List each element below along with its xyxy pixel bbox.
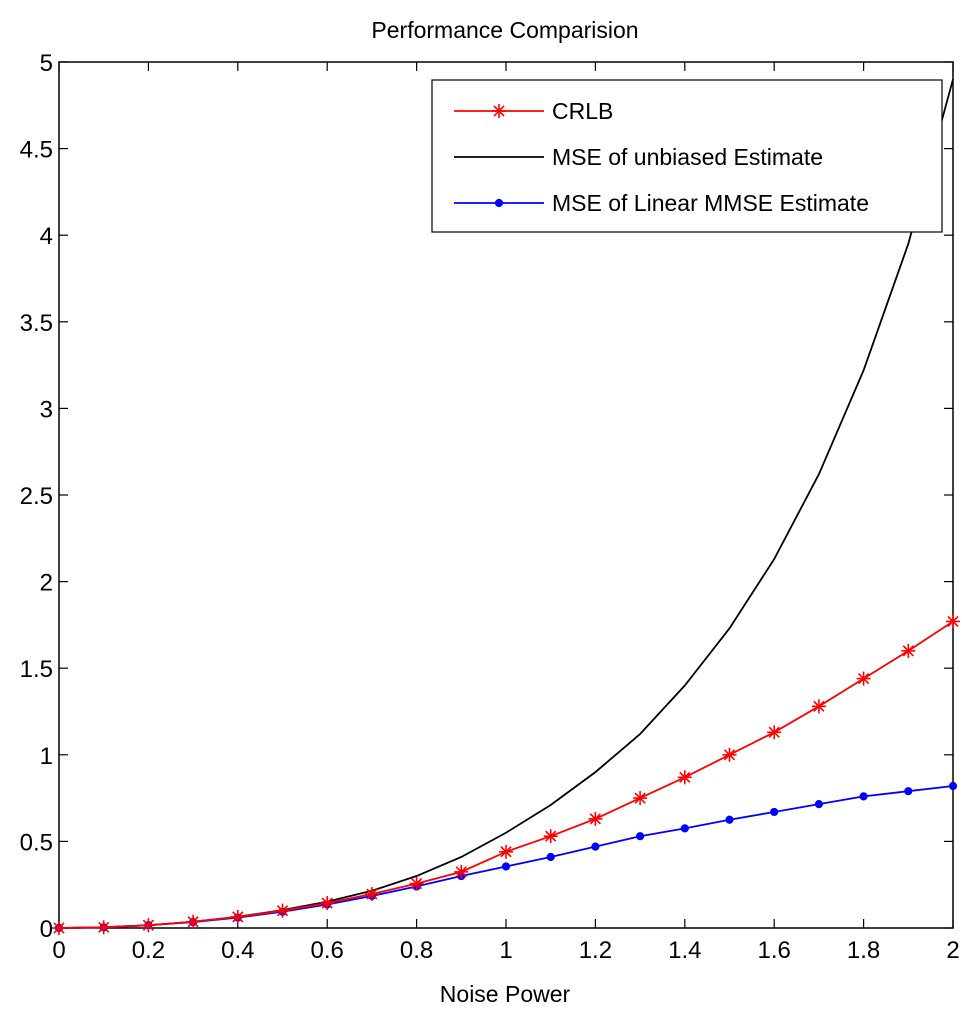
data-point-mse-of-linear-mmse-estimate	[501, 862, 511, 871]
x-tick-label: 0.6	[311, 937, 344, 964]
y-tick-label: 3	[40, 396, 53, 423]
y-tick-label: 1.5	[20, 656, 53, 683]
data-point-crlb	[901, 643, 916, 658]
data-point-mse-of-linear-mmse-estimate	[859, 792, 868, 801]
y-tick-label: 1	[40, 743, 53, 770]
x-tick-label: 1.6	[758, 937, 791, 964]
data-point-crlb	[946, 614, 960, 629]
data-point-mse-of-linear-mmse-estimate	[948, 781, 958, 791]
data-point-crlb	[186, 914, 201, 929]
data-point-crlb	[811, 699, 826, 714]
y-tick-label: 3.5	[20, 310, 53, 337]
x-tick-label: 0.8	[400, 937, 433, 964]
data-point-crlb	[96, 920, 111, 935]
legend-label: CRLB	[552, 98, 613, 124]
data-point-mse-of-linear-mmse-estimate	[725, 815, 734, 824]
data-point-crlb	[141, 918, 156, 933]
x-tick-label: 1.4	[668, 937, 701, 964]
x-tick-label: 0.4	[221, 937, 254, 964]
series-crlb	[52, 614, 960, 935]
data-point-crlb	[52, 921, 66, 935]
data-point-crlb	[409, 876, 424, 891]
data-point-crlb	[588, 811, 603, 826]
legend-label: MSE of unbiased Estimate	[552, 144, 823, 170]
y-tick-label: 0.5	[20, 829, 53, 856]
x-axis-title: Noise Power	[440, 981, 571, 1007]
data-point-mse-of-linear-mmse-estimate	[680, 824, 689, 833]
legend-marker	[494, 198, 504, 208]
x-tick-label: 0.2	[132, 937, 165, 964]
y-tick-label: 0	[40, 916, 53, 943]
axis-ticks: 0 0.2 0.4 0.6 0.8 1 1.2 1.4 1.6 1.8 2 0 0.5 1 1.5 2 2.5 3…	[20, 50, 960, 964]
data-point-crlb	[454, 864, 469, 879]
y-tick-label: 2.5	[20, 483, 53, 510]
series-layer	[52, 79, 960, 935]
data-point-mse-of-linear-mmse-estimate	[770, 807, 779, 817]
data-point-mse-of-linear-mmse-estimate	[904, 787, 913, 796]
legend-entry-mse-of-unbiased-estimate: MSE of unbiased Estimate	[454, 144, 823, 170]
x-tick-label: 1	[499, 937, 512, 964]
y-tick-label: 4	[40, 223, 53, 250]
legend-box	[431, 79, 943, 233]
data-point-mse-of-linear-mmse-estimate	[546, 852, 555, 862]
legend: CRLB MSE of unbiased Estimate MSE of Linea…	[431, 79, 943, 233]
data-point-crlb	[677, 770, 692, 785]
data-point-crlb	[230, 909, 245, 924]
data-point-crlb	[499, 844, 513, 859]
legend-marker	[492, 104, 506, 118]
data-point-crlb	[364, 887, 379, 902]
legend-entry-mse-of-linear-mmse-estimate: MSE of Linear MMSE Estimate	[454, 190, 869, 216]
data-point-mse-of-linear-mmse-estimate	[636, 832, 645, 841]
data-point-crlb	[722, 747, 737, 762]
data-point-crlb	[767, 725, 782, 740]
legend-entry-crlb: CRLB	[454, 98, 613, 124]
y-tick-label: 4.5	[20, 137, 53, 164]
data-point-crlb	[856, 671, 871, 686]
chart-title: Performance Comparision	[371, 17, 638, 43]
y-tick-label: 2	[40, 570, 53, 597]
x-tick-label: 1.8	[847, 937, 880, 964]
y-tick-label: 5	[40, 50, 53, 77]
data-point-crlb	[543, 829, 558, 844]
legend-label: MSE of Linear MMSE Estimate	[552, 190, 869, 216]
x-tick-label: 1.2	[579, 937, 612, 964]
data-point-mse-of-linear-mmse-estimate	[591, 842, 600, 851]
x-tick-label: 2	[946, 937, 959, 964]
data-point-crlb	[275, 903, 290, 918]
x-tick-label: 0	[52, 937, 65, 964]
data-point-mse-of-linear-mmse-estimate	[814, 800, 824, 809]
data-point-crlb	[320, 896, 335, 911]
data-point-crlb	[633, 791, 648, 806]
